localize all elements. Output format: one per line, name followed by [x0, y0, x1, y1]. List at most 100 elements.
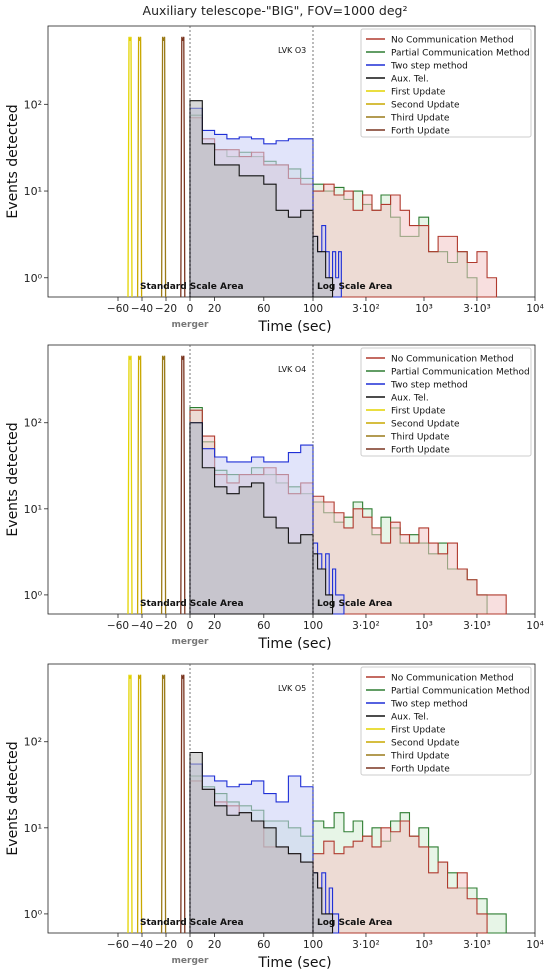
- panel-label: LVK O3: [278, 46, 306, 55]
- x-tick-label: 10⁴: [526, 620, 544, 632]
- legend-label: No Communication Method: [391, 355, 514, 365]
- x-tick-label: 100: [303, 620, 323, 632]
- series-aux-tel-: [189, 100, 334, 298]
- x-tick-label: −60: [107, 303, 129, 315]
- x-tick-label: −40: [131, 303, 153, 315]
- merger-label: merger: [172, 637, 209, 647]
- x-tick-label: 3·10³: [463, 303, 491, 315]
- legend-label: Partial Communication Method: [391, 368, 530, 378]
- legend-label: Two step method: [390, 700, 468, 710]
- x-tick-label: 10³: [415, 939, 433, 951]
- figure-title: Auxiliary telescope-"BIG", FOV=1000 deg²: [142, 3, 408, 18]
- legend-label: Aux. Tel.: [391, 394, 429, 404]
- x-tick-label: 3·10²: [352, 939, 380, 951]
- x-axis-label: Time (sec): [257, 319, 331, 335]
- update-spike: [136, 674, 143, 934]
- update-spike: [160, 355, 167, 615]
- x-tick-label: 10³: [415, 620, 433, 632]
- update-spike: [127, 355, 133, 615]
- x-axis-label: Time (sec): [257, 636, 331, 652]
- legend-label: Second Update: [391, 101, 460, 111]
- histogram-log-bars: [312, 872, 334, 934]
- y-axis-label: Events detected: [5, 741, 21, 855]
- chart-panel-1: 10⁰ 10¹ 10² −60 −40 −20 0 20 60 100 3·10² 10³ 3·10³ 1…: [5, 25, 544, 335]
- histogram-log-bars: [312, 183, 498, 298]
- legend-label: First Update: [391, 726, 446, 736]
- x-axis-label: Time (sec): [257, 955, 331, 971]
- legend-label: Two step method: [390, 381, 468, 391]
- x-tick-label: 3·10³: [463, 620, 491, 632]
- legend-label: Third Update: [390, 752, 450, 762]
- x-tick-label: −60: [107, 620, 129, 632]
- update-spike: [127, 36, 133, 298]
- histogram-log-bars: [312, 495, 507, 615]
- legend-box: [360, 347, 532, 457]
- update-spike: [160, 36, 167, 298]
- legend-label: Aux. Tel.: [391, 713, 429, 723]
- legend-label: Aux. Tel.: [391, 75, 429, 85]
- legend: No Communication Method Partial Communica…: [360, 28, 532, 138]
- legend-label: No Communication Method: [391, 674, 514, 684]
- log-scale-label: Log Scale Area: [317, 599, 392, 609]
- panel-label: LVK O4: [278, 365, 306, 374]
- legend-label: First Update: [391, 407, 446, 417]
- x-tick-label: 0: [187, 303, 194, 315]
- legend-label: Forth Update: [391, 446, 450, 456]
- x-tick-label: 60: [257, 620, 270, 632]
- legend-label: Partial Communication Method: [391, 687, 530, 697]
- legend-label: Third Update: [390, 433, 450, 443]
- legend-box: [360, 666, 532, 776]
- x-tick-label: 10⁴: [526, 303, 544, 315]
- histogram-log-bars: [312, 820, 488, 934]
- chart-panel-3: 10⁰ 10¹ 10² −60 −40 −20 0 20 60 100 3·10² 10³ 3·10³ 1…: [5, 663, 544, 971]
- update-spike: [136, 355, 143, 615]
- x-tick-label: −40: [131, 939, 153, 951]
- legend-label: Second Update: [391, 420, 460, 430]
- x-tick-label: 0: [187, 939, 194, 951]
- x-tick-label: 100: [303, 303, 323, 315]
- x-tick-label: 60: [257, 303, 270, 315]
- y-tick-label: 10⁰: [24, 272, 43, 285]
- log-scale-label: Log Scale Area: [317, 282, 392, 292]
- histogram-linear-bars: [189, 100, 314, 298]
- merger-label: merger: [172, 320, 209, 330]
- update-spike: [180, 36, 186, 298]
- y-tick-label: 10⁰: [24, 908, 43, 921]
- series-aux-tel-: [189, 422, 334, 615]
- standard-scale-label: Standard Scale Area: [140, 599, 244, 609]
- legend-label: No Communication Method: [391, 36, 514, 46]
- x-tick-label: 20: [208, 939, 221, 951]
- legend-label: Third Update: [390, 114, 450, 124]
- update-spike: [180, 674, 186, 934]
- x-tick-label: −20: [155, 303, 177, 315]
- panel-label: LVK O5: [278, 684, 306, 693]
- standard-scale-label: Standard Scale Area: [140, 282, 244, 292]
- x-tick-label: −20: [155, 939, 177, 951]
- x-tick-label: 10³: [415, 303, 433, 315]
- series-aux-tel-: [189, 751, 334, 934]
- legend-label: First Update: [391, 88, 446, 98]
- x-tick-label: −40: [131, 620, 153, 632]
- x-tick-label: 3·10³: [463, 939, 491, 951]
- legend-label: Two step method: [390, 62, 468, 72]
- update-spike: [136, 36, 143, 298]
- y-tick-label: 10²: [24, 736, 42, 749]
- chart-panel-2: 10⁰ 10¹ 10² −60 −40 −20 0 20 60 100 3·10² 10³ 3·10³ 1…: [5, 344, 544, 652]
- standard-scale-label: Standard Scale Area: [140, 918, 244, 928]
- x-tick-label: 20: [208, 620, 221, 632]
- y-axis-label: Events detected: [5, 422, 21, 536]
- x-tick-label: 100: [303, 939, 323, 951]
- y-tick-label: 10²: [24, 98, 42, 111]
- x-tick-label: 60: [257, 939, 270, 951]
- y-axis-label: Events detected: [5, 104, 21, 218]
- legend-label: Partial Communication Method: [391, 49, 530, 59]
- y-tick-label: 10¹: [24, 185, 42, 198]
- legend: No Communication Method Partial Communica…: [360, 347, 532, 457]
- legend-box: [360, 28, 532, 138]
- histogram-log-bars: [312, 553, 334, 615]
- x-tick-label: 0: [187, 620, 194, 632]
- y-tick-label: 10¹: [24, 822, 42, 835]
- x-tick-label: 3·10²: [352, 620, 380, 632]
- legend-label: Forth Update: [391, 127, 450, 137]
- update-spike: [160, 674, 167, 934]
